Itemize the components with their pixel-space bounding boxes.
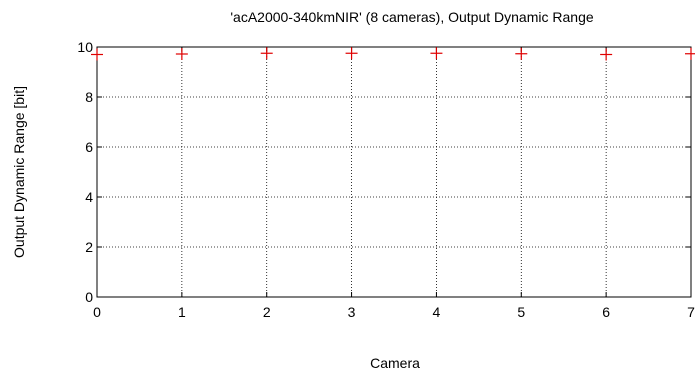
y-tick-label: 0 — [85, 289, 93, 305]
x-tick-label: 4 — [433, 304, 441, 320]
data-point — [91, 48, 103, 61]
x-tick-labels: 0 1 2 3 4 5 6 7 — [93, 304, 695, 320]
y-tick-label: 10 — [77, 39, 93, 55]
data-point — [685, 47, 695, 60]
data-point — [515, 47, 528, 60]
y-tick-labels: 0 2 4 6 8 10 — [77, 39, 93, 305]
data-point — [260, 47, 273, 60]
x-tick-label: 7 — [687, 304, 695, 320]
x-tick-label: 6 — [602, 304, 610, 320]
chart-title: 'acA2000-340kmNIR' (8 cameras), Output D… — [230, 9, 593, 25]
data-points — [91, 47, 695, 61]
x-tick-label: 1 — [178, 304, 186, 320]
x-tick-label: 3 — [348, 304, 356, 320]
y-tick-label: 2 — [85, 239, 93, 255]
x-tick-label: 0 — [93, 304, 101, 320]
y-tick-label: 8 — [85, 89, 93, 105]
grid — [97, 47, 691, 297]
y-axis-label: Output Dynamic Range [bit] — [11, 86, 27, 258]
x-tick-label: 2 — [263, 304, 271, 320]
data-point — [600, 48, 613, 61]
ticks — [96, 46, 692, 298]
data-point — [345, 47, 358, 60]
y-tick-label: 4 — [85, 189, 93, 205]
x-axis-label: Camera — [370, 355, 420, 371]
x-tick-label: 5 — [517, 304, 525, 320]
data-point — [430, 47, 443, 60]
y-tick-label: 6 — [85, 139, 93, 155]
plot-frame — [96, 46, 692, 298]
data-point — [175, 48, 188, 60]
